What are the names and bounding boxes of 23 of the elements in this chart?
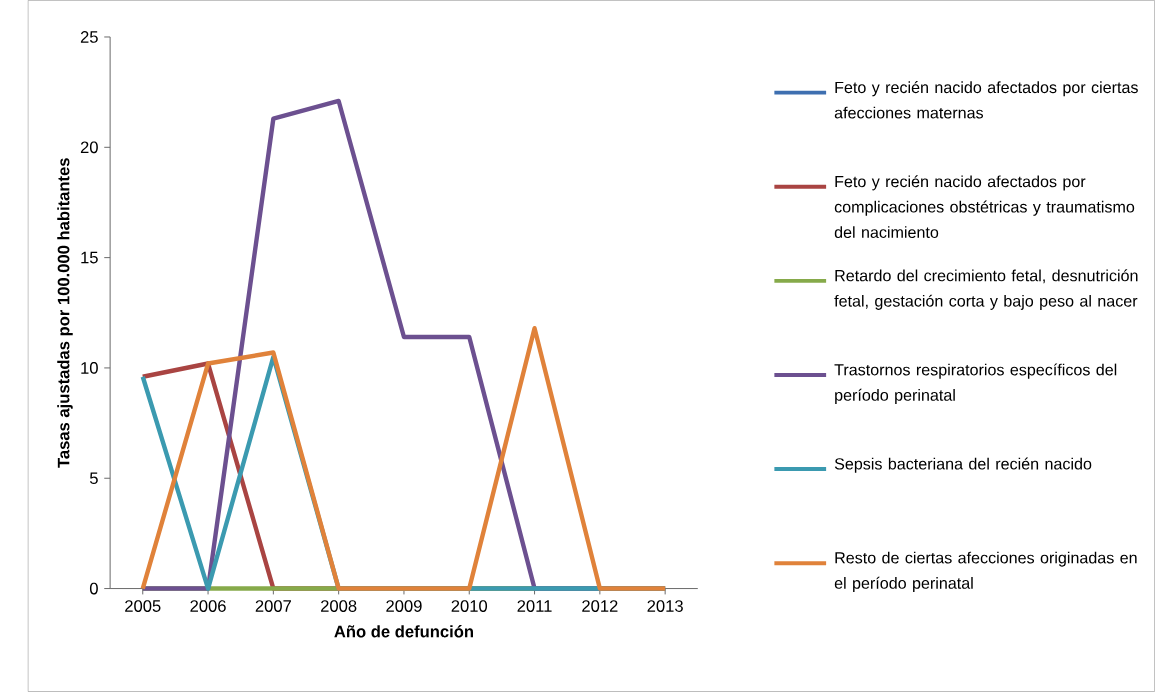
x-tick-label: 2013 — [647, 600, 683, 612]
legend-label: Sepsis bacteriana del recién nacido — [834, 457, 1092, 473]
y-tick-label: 5 — [89, 472, 98, 485]
x-tick-label: 2010 — [451, 600, 488, 612]
legend-label: Trastornos respiratorios específicos del período perinatal — [834, 363, 1117, 405]
x-tick-label: 2005 — [125, 600, 161, 612]
y-tick-label: 20 — [80, 141, 98, 154]
y-tick-label: 0 — [89, 582, 98, 595]
legend-label: Resto de ciertas afecciones originadas en el período perinatal — [834, 551, 1137, 593]
x-tick-label: 2012 — [582, 600, 618, 612]
x-tick-label: 2011 — [517, 600, 552, 612]
x-axis-title: Año de defunción — [334, 625, 473, 638]
legend-label: Retardo del crecimiento fetal, desnutrición fetal, gestación corta y bajo peso al nacer — [834, 269, 1138, 310]
y-axis-title: Tasas ajustadas por 100.000 habitantes — [57, 158, 73, 468]
x-tick-label: 2006 — [190, 600, 226, 612]
y-tick-label: 25 — [80, 31, 98, 43]
y-tick-label: 10 — [81, 362, 98, 374]
y-tick-label: 15 — [81, 251, 98, 264]
x-tick-label: 2008 — [321, 600, 357, 612]
x-tick-label: 2009 — [386, 600, 422, 612]
legend-label: Feto y recién nacido afectados por ciertas afecciones maternas — [834, 81, 1138, 119]
legend-label: Feto y recién nacido afectados por complicaciones obstétricas y traumatismo del nacimiento — [834, 175, 1135, 239]
x-tick-label: 2007 — [255, 600, 291, 612]
